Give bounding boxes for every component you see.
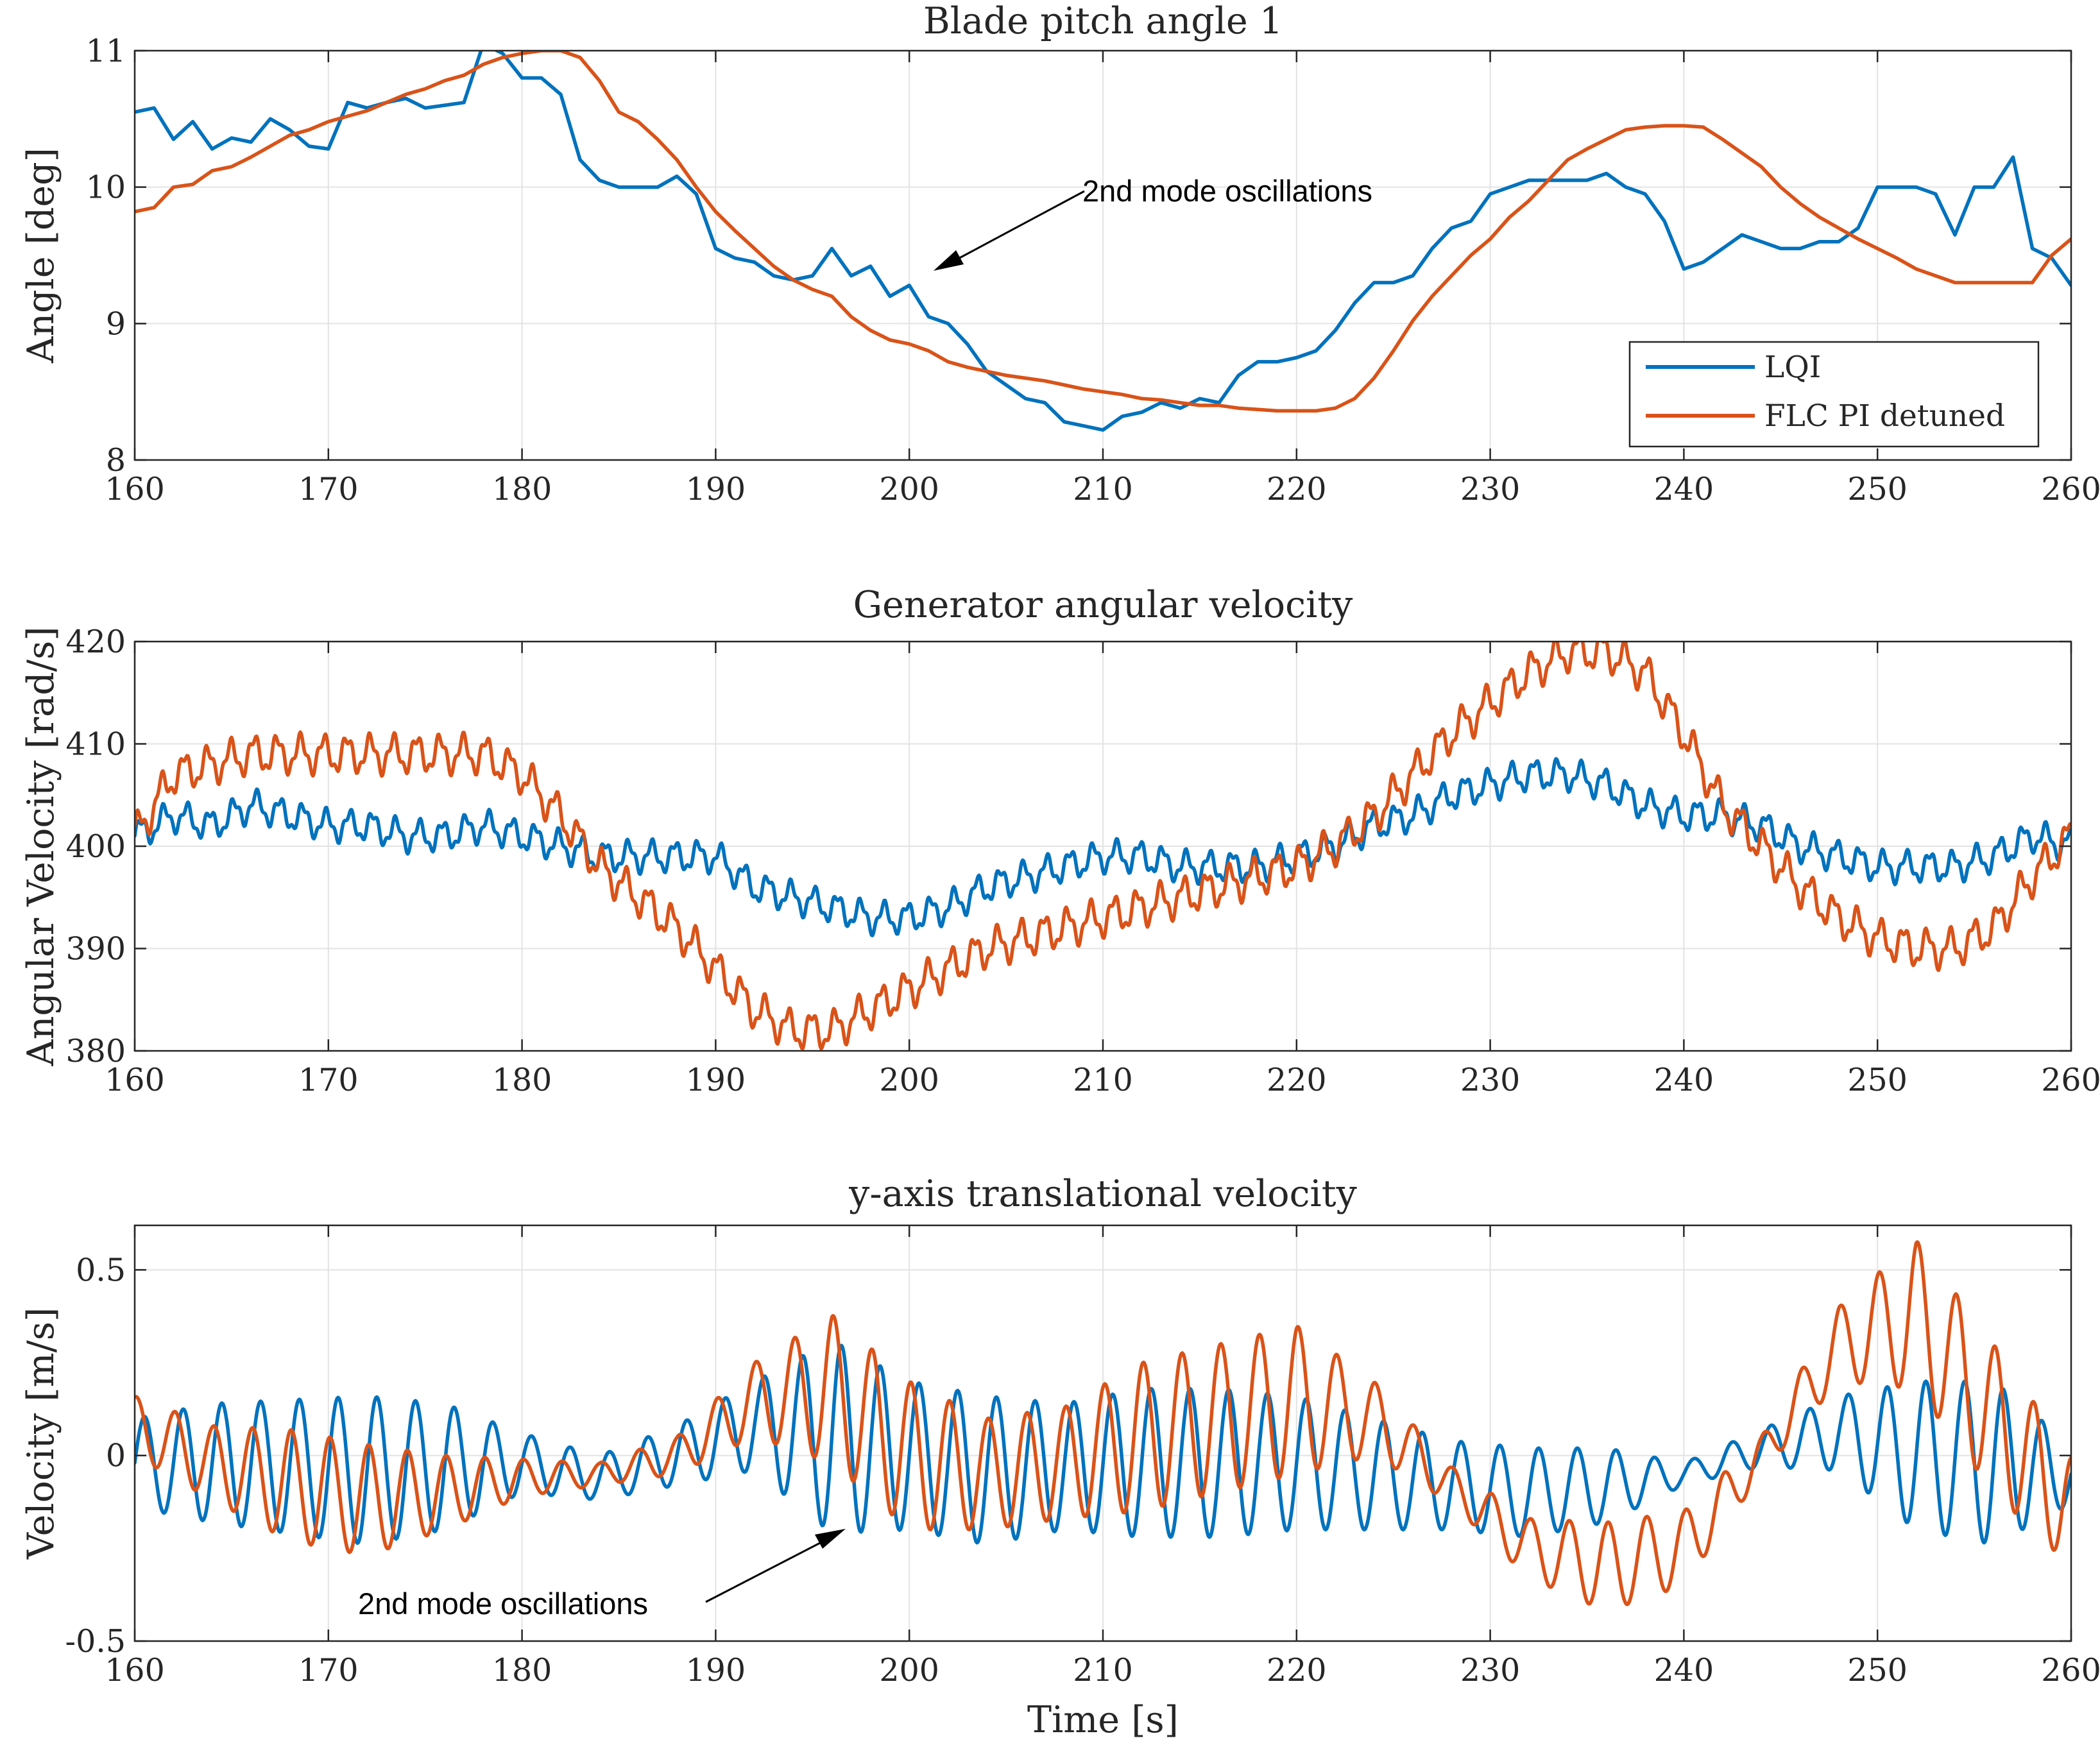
y-velocity-ytick-label: -0.5 bbox=[65, 1623, 126, 1660]
y-velocity-series-flc-pi-detuned-line bbox=[135, 1240, 2071, 1606]
y-velocity-title: y-axis translational velocity bbox=[848, 1173, 1358, 1215]
legend-label-lqi: LQI bbox=[1764, 350, 1821, 385]
annotation-arrowhead bbox=[934, 250, 964, 271]
generator-velocity-series-lqi-line bbox=[135, 756, 2071, 937]
pitch-angle-ytick-label: 9 bbox=[106, 305, 126, 342]
y-velocity-panel: y-axis translational velocity Velocity [… bbox=[20, 1173, 2100, 1741]
generator-velocity-ticks: 160 170 180 190 200 210 220 230 240 250 260 380 390 4… bbox=[65, 624, 2100, 1098]
y-velocity-xtick-label: 170 bbox=[298, 1652, 359, 1689]
pitch-angle-xtick-label: 230 bbox=[1460, 471, 1521, 507]
y-velocity-xtick-label: 210 bbox=[1073, 1652, 1133, 1689]
annotation-arrow-2 bbox=[705, 1540, 823, 1603]
pitch-angle-series bbox=[135, 51, 2071, 432]
y-velocity-xtick-label: 240 bbox=[1654, 1652, 1714, 1689]
generator-velocity-xtick-label: 230 bbox=[1460, 1062, 1521, 1098]
y-velocity-xtick-label: 190 bbox=[686, 1652, 746, 1689]
y-velocity-xtick-label: 200 bbox=[879, 1652, 939, 1689]
y-velocity-ylabel: Velocity [m/s] bbox=[20, 1307, 62, 1560]
pitch-angle-xtick-label: 170 bbox=[298, 471, 359, 507]
pitch-angle-xtick-label: 260 bbox=[2041, 471, 2100, 507]
generator-velocity-xtick-label: 170 bbox=[298, 1062, 359, 1098]
generator-velocity-ytick-label: 380 bbox=[65, 1033, 126, 1069]
generator-velocity-series bbox=[135, 642, 2071, 1051]
generator-velocity-series-flc-pi-detuned-line bbox=[135, 642, 2071, 1051]
annotation-arrow bbox=[955, 190, 1085, 261]
annotation-arrowhead-2 bbox=[815, 1529, 846, 1549]
generator-velocity-title: Generator angular velocity bbox=[853, 584, 1354, 626]
y-velocity-series-lqi-line bbox=[135, 1343, 2071, 1545]
y-velocity-xtick-label: 250 bbox=[1847, 1652, 1908, 1689]
generator-velocity-xtick-label: 210 bbox=[1073, 1062, 1133, 1098]
pitch-angle-title: Blade pitch angle 1 bbox=[923, 0, 1283, 42]
y-velocity-annotation: 2nd mode oscillations bbox=[358, 1529, 846, 1621]
pitch-angle-annotation: 2nd mode oscillations bbox=[934, 174, 1372, 271]
pitch-angle-xtick-label: 180 bbox=[492, 471, 552, 507]
generator-velocity-xtick-label: 190 bbox=[686, 1062, 746, 1098]
generator-velocity-xtick-label: 220 bbox=[1267, 1062, 1327, 1098]
generator-velocity-xtick-label: 250 bbox=[1847, 1062, 1908, 1098]
pitch-angle-ylabel: Angle [deg] bbox=[20, 148, 62, 364]
generator-velocity-xtick-label: 160 bbox=[105, 1062, 165, 1098]
time-xlabel: Time [s] bbox=[1027, 1699, 1179, 1741]
pitch-angle-ytick-label: 11 bbox=[86, 33, 126, 69]
pitch-angle-series-flc-pi-detuned-line bbox=[135, 51, 2071, 413]
generator-velocity-ytick-label: 420 bbox=[65, 624, 126, 660]
y-velocity-xtick-label: 260 bbox=[2041, 1652, 2100, 1689]
generator-velocity-ytick-label: 410 bbox=[65, 726, 126, 763]
legend-label-flc: FLC PI detuned bbox=[1764, 398, 2005, 434]
generator-velocity-xtick-label: 260 bbox=[2041, 1062, 2100, 1098]
pitch-angle-xtick-label: 240 bbox=[1654, 471, 1714, 507]
pitch-angle-ytick-label: 8 bbox=[106, 442, 126, 479]
pitch-angle-xtick-label: 200 bbox=[879, 471, 939, 507]
generator-velocity-xtick-label: 240 bbox=[1654, 1062, 1714, 1098]
y-velocity-xtick-label: 220 bbox=[1267, 1652, 1327, 1689]
pitch-angle-xtick-label: 250 bbox=[1847, 471, 1908, 507]
pitch-angle-xtick-label: 220 bbox=[1267, 471, 1327, 507]
pitch-angle-panel: Blade pitch angle 1 Angle [deg] 160 170 18… bbox=[20, 0, 2100, 507]
annotation-text: 2nd mode oscillations bbox=[1082, 174, 1372, 208]
y-velocity-series bbox=[135, 1240, 2071, 1606]
y-velocity-ytick-label: 0 bbox=[106, 1438, 126, 1474]
generator-velocity-panel: Generator angular velocity Angular Veloc… bbox=[20, 584, 2100, 1098]
generator-velocity-ytick-label: 400 bbox=[65, 828, 126, 865]
pitch-angle-xtick-label: 190 bbox=[686, 471, 746, 507]
y-velocity-xtick-label: 160 bbox=[105, 1652, 165, 1689]
pitch-angle-ticks: 160 170 180 190 200 210 220 230 240 250 260 8 9 10 11 bbox=[86, 33, 2100, 507]
y-velocity-ytick-label: 0.5 bbox=[76, 1252, 126, 1288]
pitch-angle-ytick-label: 10 bbox=[86, 169, 126, 206]
pitch-angle-xtick-label: 210 bbox=[1073, 471, 1133, 507]
generator-velocity-xtick-label: 180 bbox=[492, 1062, 552, 1098]
pitch-angle-xtick-label: 160 bbox=[105, 471, 165, 507]
annotation-text-2: 2nd mode oscillations bbox=[358, 1587, 648, 1621]
legend-box bbox=[1628, 341, 2040, 448]
y-velocity-xtick-label: 180 bbox=[492, 1652, 552, 1689]
generator-velocity-ylabel: Angular Velocity [rad/s] bbox=[20, 627, 62, 1067]
pitch-angle-series-lqi-line bbox=[135, 51, 2071, 432]
legend: LQI FLC PI detuned bbox=[1628, 341, 2040, 448]
generator-velocity-xtick-label: 200 bbox=[879, 1062, 939, 1098]
y-velocity-ticks: 160 170 180 190 200 210 220 230 240 250 260 -0.5 0 0.… bbox=[65, 1225, 2100, 1689]
generator-velocity-ytick-label: 390 bbox=[65, 931, 126, 967]
y-velocity-xtick-label: 230 bbox=[1460, 1652, 1521, 1689]
